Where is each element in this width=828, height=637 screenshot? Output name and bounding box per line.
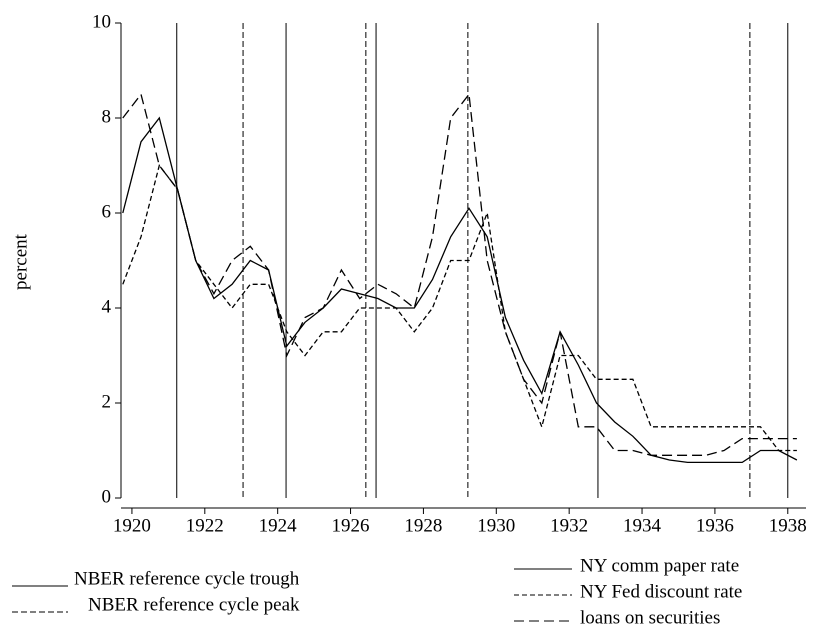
y-tick-label: 0 [102, 486, 112, 507]
y-tick-label: 4 [102, 296, 112, 317]
x-tick-label: 1938 [769, 515, 807, 536]
x-tick-label: 1926 [332, 515, 370, 536]
x-tick-label: 1936 [696, 515, 734, 536]
legend-label: NY comm paper rate [580, 555, 739, 576]
x-tick-label: 1928 [404, 515, 442, 536]
y-tick-label: 8 [102, 106, 112, 127]
x-tick-label: 1934 [623, 515, 662, 536]
y-tick-label: 2 [102, 391, 112, 412]
x-tick-label: 1924 [259, 515, 298, 536]
legend-label: NBER reference cycle peak [88, 594, 300, 615]
y-tick-label: 6 [102, 201, 112, 222]
legend-label: NBER reference cycle trough [74, 568, 300, 589]
x-tick-label: 1930 [477, 515, 515, 536]
legend-label: NY Fed discount rate [580, 581, 742, 602]
series-line [122, 116, 798, 464]
x-tick-label: 1922 [186, 515, 224, 536]
y-axis-label: percent [10, 233, 31, 290]
legend-label: loans on securities [580, 607, 720, 628]
series-line [122, 164, 797, 452]
x-tick-label: 1932 [550, 515, 588, 536]
series-line [122, 92, 797, 456]
y-tick-label: 10 [92, 11, 111, 32]
x-tick-label: 1920 [113, 515, 151, 536]
